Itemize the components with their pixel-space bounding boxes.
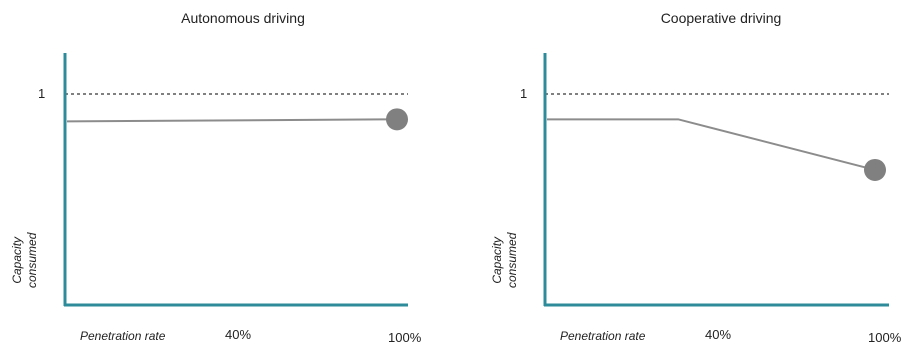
x-axis-label: Penetration rate xyxy=(80,329,166,343)
y-axis-label: Capacity consumed xyxy=(490,233,520,288)
y-reference-label: 1 xyxy=(38,86,46,101)
y-reference-label: 1 xyxy=(520,86,528,101)
plot-area xyxy=(63,53,408,307)
end-point-marker xyxy=(864,158,886,181)
y-axis-label-line1: Capacity xyxy=(490,236,504,284)
chart-title: Autonomous driving xyxy=(181,10,305,26)
y-axis-label-line2: consumed xyxy=(505,232,519,288)
x-tick-label-100: 100% xyxy=(868,330,902,345)
x-tick-label-100: 100% xyxy=(388,330,422,345)
x-tick-label-40: 40% xyxy=(705,327,732,342)
y-axis-label-line2: consumed xyxy=(25,232,39,288)
y-axis-label: Capacity consumed xyxy=(10,233,40,288)
x-tick-label-40: 40% xyxy=(225,327,252,342)
x-axis-label: Penetration rate xyxy=(560,329,646,343)
chart-title: Cooperative driving xyxy=(660,10,782,26)
plot-area xyxy=(543,53,889,307)
y-axis-label-line1: Capacity xyxy=(10,236,24,284)
chart-autonomous-driving: Autonomous driving 1 Capacity consumed P… xyxy=(10,10,422,345)
series-line xyxy=(66,118,398,123)
chart-cooperative-driving: Cooperative driving 1 Capacity consumed … xyxy=(454,0,908,347)
end-point-marker xyxy=(386,108,408,131)
series-line xyxy=(547,118,876,171)
